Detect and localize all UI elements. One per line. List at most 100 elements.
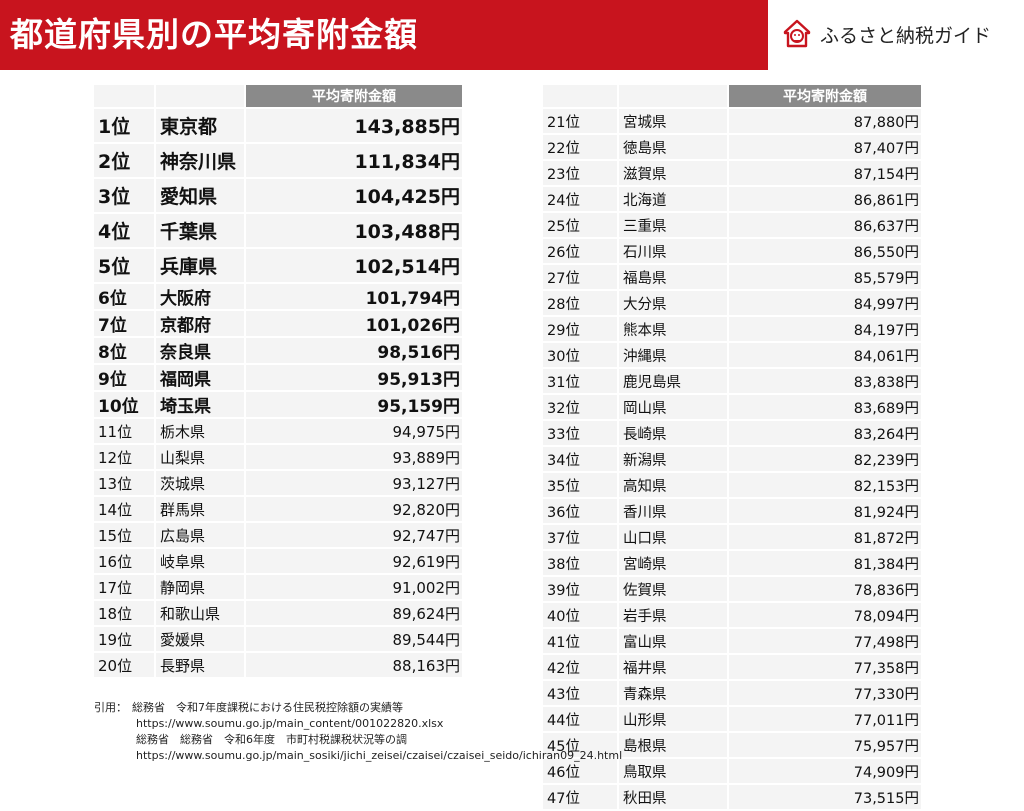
amount-cell: 87,154円	[729, 161, 921, 185]
rank-cell: 8位	[94, 338, 154, 363]
prefecture-cell: 和歌山県	[156, 601, 244, 625]
amount-cell: 143,885円	[246, 109, 462, 142]
prefecture-cell: 福島県	[619, 265, 727, 289]
rank-cell: 17位	[94, 575, 154, 599]
prefecture-cell: 高知県	[619, 473, 727, 497]
table-row: 43位 青森県 77,330円	[543, 681, 921, 705]
rank-cell: 3位	[94, 179, 154, 212]
prefecture-cell: 北海道	[619, 187, 727, 211]
table-row: 25位 三重県 86,637円	[543, 213, 921, 237]
amount-cell: 93,889円	[246, 445, 462, 469]
rank-cell: 28位	[543, 291, 617, 315]
rank-cell: 10位	[94, 392, 154, 417]
rank-cell: 21位	[543, 109, 617, 133]
table-row: 19位 愛媛県 89,544円	[94, 627, 462, 651]
amount-cell: 92,619円	[246, 549, 462, 573]
prefecture-cell: 山梨県	[156, 445, 244, 469]
amount-cell: 77,330円	[729, 681, 921, 705]
amount-cell: 81,384円	[729, 551, 921, 575]
amount-cell: 95,159円	[246, 392, 462, 417]
table-row: 44位 山形県 77,011円	[543, 707, 921, 731]
table-row: 36位 香川県 81,924円	[543, 499, 921, 523]
prefecture-cell: 奈良県	[156, 338, 244, 363]
table-row: 6位 大阪府 101,794円	[94, 284, 462, 309]
rank-cell: 5位	[94, 249, 154, 282]
prefecture-cell: 鳥取県	[619, 759, 727, 783]
amount-cell: 111,834円	[246, 144, 462, 177]
table-row: 18位 和歌山県 89,624円	[94, 601, 462, 625]
brand-logo[interactable]: ふるさと納税ガイド	[782, 19, 991, 49]
rank-cell: 39位	[543, 577, 617, 601]
rank-cell: 4位	[94, 214, 154, 247]
amount-cell: 78,836円	[729, 577, 921, 601]
rank-cell: 13位	[94, 471, 154, 495]
amount-cell: 82,153円	[729, 473, 921, 497]
table-row: 10位 埼玉県 95,159円	[94, 392, 462, 417]
prefecture-cell: 東京都	[156, 109, 244, 142]
prefecture-cell: 京都府	[156, 311, 244, 336]
rank-cell: 30位	[543, 343, 617, 367]
ranking-table-left: 平均寄附金額 1位 東京都 143,885円 2位 神奈川県 111,834円 3位 愛知県 1…	[92, 83, 464, 679]
table-row: 34位 新潟県 82,239円	[543, 447, 921, 471]
amount-cell: 86,861円	[729, 187, 921, 211]
prefecture-cell: 愛媛県	[156, 627, 244, 651]
amount-cell: 89,624円	[246, 601, 462, 625]
table-row: 20位 長野県 88,163円	[94, 653, 462, 677]
amount-cell: 102,514円	[246, 249, 462, 282]
rank-cell: 33位	[543, 421, 617, 445]
rank-cell: 43位	[543, 681, 617, 705]
prefecture-cell: 熊本県	[619, 317, 727, 341]
amount-cell: 83,689円	[729, 395, 921, 419]
amount-cell: 101,026円	[246, 311, 462, 336]
table-row: 3位 愛知県 104,425円	[94, 179, 462, 212]
rank-cell: 14位	[94, 497, 154, 521]
prefecture-cell: 佐賀県	[619, 577, 727, 601]
prefecture-cell: 岡山県	[619, 395, 727, 419]
rank-cell: 22位	[543, 135, 617, 159]
rank-cell: 25位	[543, 213, 617, 237]
rank-cell: 47位	[543, 785, 617, 809]
amount-cell: 78,094円	[729, 603, 921, 627]
table-row: 29位 熊本県 84,197円	[543, 317, 921, 341]
table-row: 47位 秋田県 73,515円	[543, 785, 921, 809]
table-row: 35位 高知県 82,153円	[543, 473, 921, 497]
prefecture-cell: 宮城県	[619, 109, 727, 133]
rank-cell: 9位	[94, 365, 154, 390]
citation-url-1[interactable]: https://www.soumu.go.jp/main_content/001…	[136, 717, 444, 730]
prefecture-cell: 山口県	[619, 525, 727, 549]
table-row: 26位 石川県 86,550円	[543, 239, 921, 263]
column-header-average-donation: 平均寄附金額	[246, 85, 462, 107]
rank-cell: 42位	[543, 655, 617, 679]
table-row: 28位 大分県 84,997円	[543, 291, 921, 315]
prefecture-cell: 島根県	[619, 733, 727, 757]
prefecture-cell: 秋田県	[619, 785, 727, 809]
amount-cell: 74,909円	[729, 759, 921, 783]
rank-cell: 11位	[94, 419, 154, 443]
table-row: 9位 福岡県 95,913円	[94, 365, 462, 390]
amount-cell: 91,002円	[246, 575, 462, 599]
table-row: 16位 岐阜県 92,619円	[94, 549, 462, 573]
prefecture-cell: 福岡県	[156, 365, 244, 390]
amount-cell: 87,880円	[729, 109, 921, 133]
amount-cell: 95,913円	[246, 365, 462, 390]
amount-cell: 87,407円	[729, 135, 921, 159]
prefecture-cell: 三重県	[619, 213, 727, 237]
page-title: 都道府県別の平均寄附金額	[10, 15, 418, 54]
prefecture-cell: 茨城県	[156, 471, 244, 495]
amount-cell: 77,498円	[729, 629, 921, 653]
amount-cell: 86,637円	[729, 213, 921, 237]
prefecture-cell: 静岡県	[156, 575, 244, 599]
citation-source-1: 総務省 令和7年度課税における住民税控除額の実績等	[132, 701, 403, 714]
prefecture-cell: 大阪府	[156, 284, 244, 309]
rank-cell: 15位	[94, 523, 154, 547]
amount-cell: 92,820円	[246, 497, 462, 521]
prefecture-cell: 群馬県	[156, 497, 244, 521]
table-row: 27位 福島県 85,579円	[543, 265, 921, 289]
rank-cell: 37位	[543, 525, 617, 549]
rank-cell: 29位	[543, 317, 617, 341]
table-row: 41位 富山県 77,498円	[543, 629, 921, 653]
citation-url-2[interactable]: https://www.soumu.go.jp/main_sosiki/jich…	[136, 749, 623, 762]
table-row: 32位 岡山県 83,689円	[543, 395, 921, 419]
prefecture-cell: 千葉県	[156, 214, 244, 247]
amount-cell: 73,515円	[729, 785, 921, 809]
